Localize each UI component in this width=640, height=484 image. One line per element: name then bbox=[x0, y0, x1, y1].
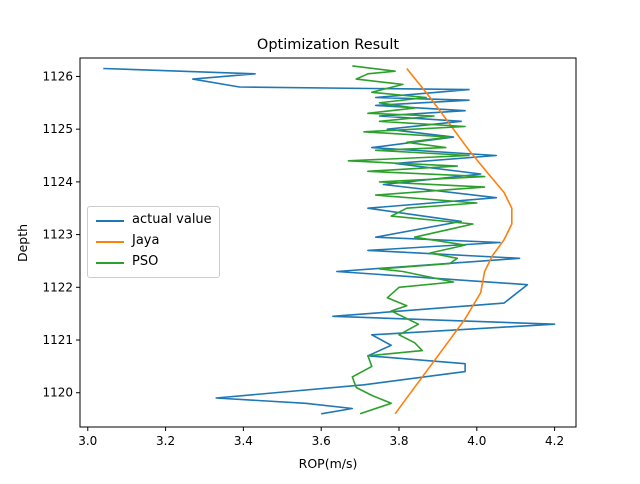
y-tick-label: 1126 bbox=[42, 69, 73, 83]
chart-title: Optimization Result bbox=[257, 37, 399, 53]
x-axis-label: ROP(m/s) bbox=[299, 456, 358, 471]
x-tick-label: 4.0 bbox=[467, 434, 486, 448]
x-tick-label: 3.0 bbox=[78, 434, 97, 448]
legend-label-pso: PSO bbox=[132, 254, 159, 269]
legend-swatch-pso bbox=[96, 262, 124, 264]
y-axis-label: Depth bbox=[15, 224, 30, 262]
series-line-actual-value bbox=[103, 67, 556, 415]
x-tick-label: 4.2 bbox=[545, 434, 564, 448]
legend-swatch-jaya bbox=[96, 241, 124, 243]
legend-swatch-actual bbox=[96, 220, 124, 222]
y-tick-label: 1125 bbox=[42, 122, 73, 136]
x-tick-label: 3.6 bbox=[312, 434, 331, 448]
y-tick-label: 1124 bbox=[42, 175, 73, 189]
legend-item-jaya: Jaya bbox=[88, 232, 221, 252]
x-tick-label: 3.4 bbox=[234, 434, 253, 448]
x-tick-label: 3.2 bbox=[156, 434, 175, 448]
y-tick-label: 1121 bbox=[42, 333, 73, 347]
legend-label-actual: actual value bbox=[132, 212, 212, 227]
legend-item-actual: actual value bbox=[88, 211, 221, 231]
x-tick-label: 3.8 bbox=[389, 434, 408, 448]
legend-item-pso: PSO bbox=[88, 253, 221, 273]
y-tick-label: 1122 bbox=[42, 280, 73, 294]
series-line-pso bbox=[347, 65, 486, 415]
legend-label-jaya: Jaya bbox=[132, 233, 160, 248]
y-tick-label: 1123 bbox=[42, 228, 73, 242]
plot-frame bbox=[79, 57, 577, 428]
y-tick-label: 1120 bbox=[42, 386, 73, 400]
legend: actual value Jaya PSO bbox=[87, 206, 220, 278]
series-line-jaya bbox=[394, 67, 513, 415]
